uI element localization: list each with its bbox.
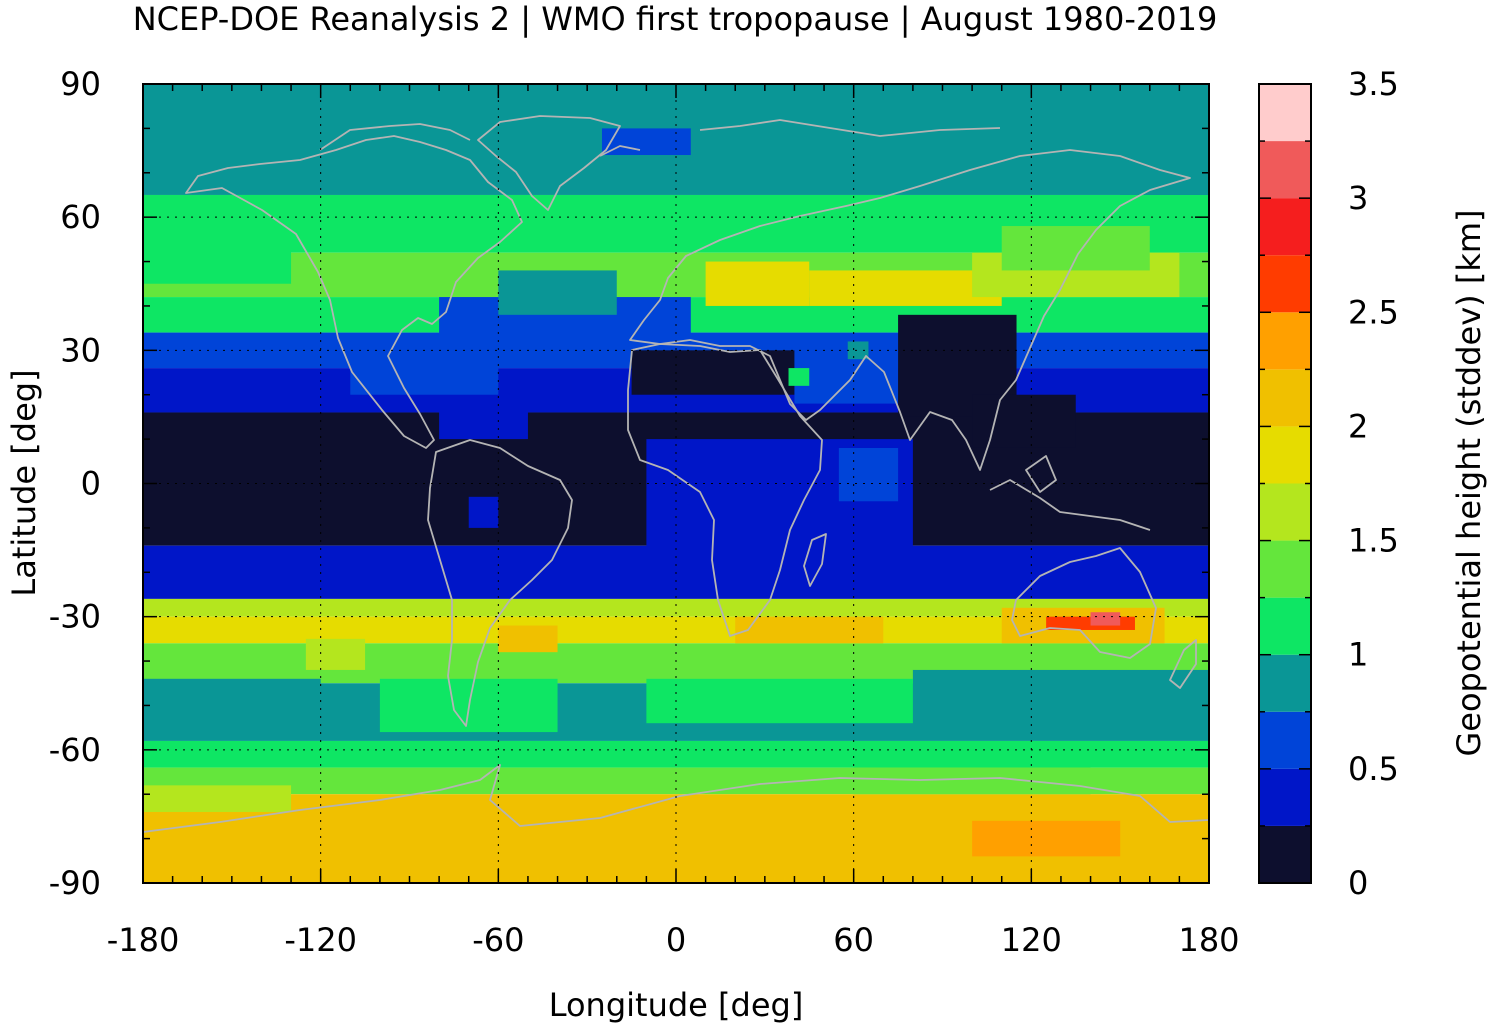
- coast-antarctica: [143, 764, 1209, 833]
- y-axis-label: Latitude [deg]: [5, 369, 43, 596]
- y-tick-label: 0: [81, 465, 101, 503]
- heatmap-cell: [631, 350, 795, 395]
- colorbar-swatch: [1259, 540, 1311, 598]
- heatmap-cells: [143, 84, 1209, 883]
- heatmap-cell: [305, 638, 366, 670]
- heatmap-band: [143, 740, 1209, 768]
- heatmap-cell: [1001, 226, 1150, 271]
- colorbar-tick-label: 3: [1348, 179, 1368, 217]
- heatmap-cell: [809, 270, 1002, 306]
- heatmap-cell: [838, 447, 899, 502]
- coast-indonesia: [989, 455, 1151, 531]
- colorbar-label: Geopotential height (stddev) [km]: [1450, 209, 1488, 756]
- colorbar-swatch: [1259, 312, 1311, 370]
- coast-arctic-islands: [319, 119, 1001, 157]
- x-tick-label: 120: [1001, 921, 1062, 959]
- heatmap-cell: [794, 350, 899, 404]
- colorbar-swatch: [1259, 369, 1311, 427]
- x-tick-label: 60: [833, 921, 874, 959]
- colorbar-swatch: [1259, 198, 1311, 256]
- heatmap-cell: [498, 625, 558, 653]
- x-tick-labels: -180 -120 -60 0 60 120 180: [107, 921, 1240, 959]
- heatmap-cell: [646, 678, 913, 724]
- colorbar-swatch: [1259, 711, 1311, 769]
- colorbar-tick-label: 0.5: [1348, 750, 1399, 788]
- x-tick-label: 0: [666, 921, 686, 959]
- colorbar-swatch: [1259, 84, 1311, 142]
- colorbar: [1259, 83, 1311, 884]
- heatmap-cell: [143, 194, 292, 284]
- heatmap-cell: [468, 496, 499, 528]
- heatmap-cell: [788, 368, 810, 386]
- colorbar-swatch: [1259, 597, 1311, 655]
- x-tick-label: -60: [472, 921, 524, 959]
- heatmap-cell: [972, 394, 1076, 448]
- heatmap-cell: [439, 403, 528, 440]
- colorbar-swatch: [1259, 255, 1311, 313]
- coast-europe-asia: [629, 149, 1191, 471]
- y-tick-label: -60: [49, 731, 101, 769]
- y-tick-label: 90: [60, 65, 101, 103]
- y-tick-label: -90: [49, 864, 101, 902]
- x-tick-label: 180: [1178, 921, 1239, 959]
- coast-africa: [627, 343, 823, 637]
- y-tick-label: -30: [49, 598, 101, 636]
- heatmap-cell: [705, 261, 810, 306]
- colorbar-tick-label: 1.5: [1348, 522, 1399, 560]
- heatmap-cell: [1120, 84, 1209, 195]
- colorbar-swatch: [1259, 141, 1311, 199]
- heatmap-cell: [231, 811, 499, 848]
- heatmap-cell: [676, 811, 913, 857]
- coast-new-zealand: [1169, 639, 1197, 689]
- grid-lines: [143, 84, 1209, 883]
- colorbar-tick-label: 2: [1348, 407, 1368, 445]
- colorbar-frame: [1258, 83, 1312, 884]
- coast-south-america: [427, 439, 573, 727]
- colorbar-tick-labels: 0 0.5 1 1.5 2 2.5 3 3.5: [1348, 65, 1399, 902]
- coast-australia: [1011, 547, 1157, 659]
- colorbar-tick-label: 3.5: [1348, 65, 1399, 103]
- heatmap-cell: [853, 767, 1091, 795]
- colorbar-tick-label: 0: [1348, 864, 1368, 902]
- coastlines: [143, 115, 1209, 833]
- y-tick-labels: 90 60 30 0 -30 -60 -90: [49, 65, 101, 902]
- colorbar-tick-label: 1: [1348, 636, 1368, 674]
- heatmap-cell: [143, 785, 292, 812]
- heatmap-cell: [735, 616, 884, 644]
- x-tick-label: -120: [284, 921, 357, 959]
- axis-ticks: [142, 83, 1210, 884]
- colorbar-tick-label: 2.5: [1348, 293, 1399, 331]
- coast-north-america: [185, 135, 523, 449]
- colorbar-swatch: [1259, 483, 1311, 541]
- heatmap-cell: [847, 341, 869, 360]
- coast-madagascar: [803, 533, 827, 587]
- y-tick-label: 60: [60, 198, 101, 236]
- x-axis-label: Longitude [deg]: [549, 986, 804, 1024]
- heatmap-cell: [972, 820, 1121, 857]
- colorbar-swatch: [1259, 825, 1311, 883]
- colorbar-swatch: [1259, 768, 1311, 826]
- heatmap-band: [143, 598, 1209, 617]
- heatmap-cell: [912, 669, 1209, 733]
- colorbar-swatch: [1259, 426, 1311, 484]
- heatmap-cell: [1090, 612, 1121, 626]
- heatmap-cell: [143, 678, 321, 733]
- y-tick-label: 30: [60, 331, 101, 369]
- colorbar-swatch: [1259, 654, 1311, 712]
- heatmap-cell: [498, 270, 617, 315]
- chart-title: NCEP-DOE Reanalysis 2 | WMO first tropop…: [133, 0, 1218, 38]
- x-tick-label: -180: [107, 921, 180, 959]
- heatmap-cell: [350, 341, 499, 395]
- coast-greenland: [477, 115, 621, 211]
